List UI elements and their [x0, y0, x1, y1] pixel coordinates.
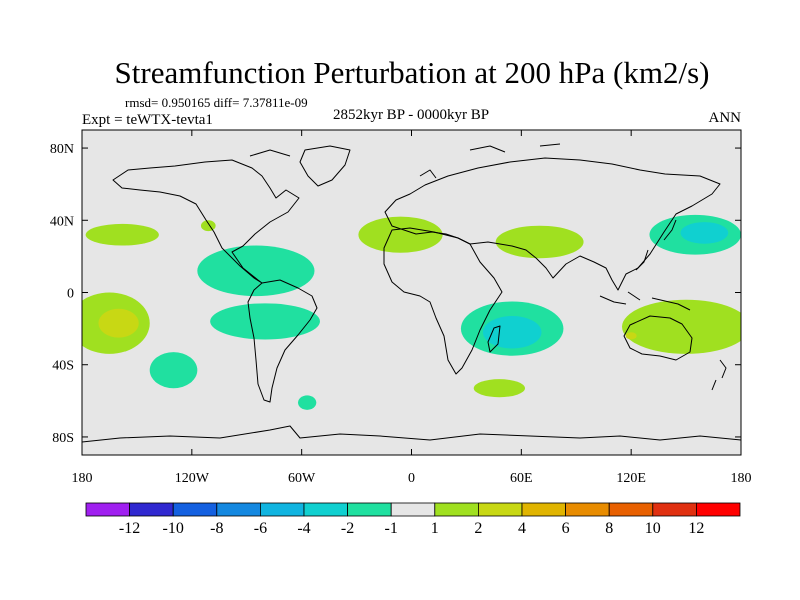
- stats-label: rmsd= 0.950165 diff= 7.37811e-09: [125, 95, 308, 110]
- anomaly-region-south-pacific-east: [149, 352, 198, 389]
- experiment-label: Expt = teWTX-tevta1: [82, 112, 213, 128]
- y-axis-ticks: 80N 40N 0 40S 80S: [50, 142, 741, 446]
- colorbar-label: -6: [254, 520, 267, 537]
- colorbar-swatch: [172, 502, 218, 517]
- colorbar-label: 8: [605, 520, 613, 537]
- colorbar-swatch: [216, 502, 261, 517]
- maritime-continent-coast: [599, 219, 691, 311]
- colorbar-label: -1: [385, 520, 398, 537]
- anomaly-region-south-america-band: [210, 303, 320, 340]
- x-tick-label: 60E: [510, 471, 533, 486]
- chart-title: Streamfunction Perturbation at 200 hPa (…: [115, 55, 710, 90]
- x-tick-label: 180: [72, 471, 93, 486]
- colorbar-label: -2: [341, 520, 354, 537]
- colorbar: -12 -10 -8 -6 -4 -2 -1 1 2 4 6 8 10 12: [85, 502, 741, 537]
- colorbar-label: 4: [518, 520, 526, 537]
- x-tick-label: 120W: [175, 471, 210, 486]
- colorbar-label: 6: [562, 520, 570, 537]
- anomaly-region-south-indian-core: [482, 315, 542, 349]
- anomaly-region-southern-ocean-indian: [473, 379, 525, 398]
- anomaly-region-north-atlantic-europe: [358, 216, 443, 253]
- africa-coast: [383, 227, 503, 375]
- anomaly-region-south-pacific-core: [98, 308, 139, 338]
- colorbar-swatch: [521, 502, 566, 517]
- period-label: 2852kyr BP - 0000kyr BP: [333, 107, 489, 123]
- colorbar-label: 12: [688, 520, 704, 537]
- colorbar-swatch: [608, 502, 654, 517]
- y-tick-label: 0: [67, 287, 74, 302]
- y-tick-label: 40S: [52, 359, 74, 374]
- eurasia-coast: [384, 157, 721, 291]
- y-tick-label: 40N: [50, 214, 74, 229]
- colorbar-label: -12: [119, 520, 140, 537]
- colorbar-label: 2: [474, 520, 482, 537]
- colorbar-label: -4: [297, 520, 310, 537]
- x-tick-label: 60W: [288, 471, 316, 486]
- anomaly-region-mexico-small: [200, 220, 216, 232]
- colorbar-swatch: [259, 502, 305, 517]
- anomaly-regions: [82, 214, 741, 410]
- y-tick-label: 80N: [50, 142, 74, 157]
- plot-background: [82, 130, 741, 455]
- anomaly-region-north-pacific-west-core: [680, 222, 729, 244]
- anomaly-region-central-america-arc: [197, 245, 315, 297]
- x-tick-label: 120E: [616, 471, 646, 486]
- colorbar-swatch: [652, 502, 697, 517]
- colorbar-swatch: [303, 502, 348, 517]
- colorbar-swatch: [347, 502, 392, 517]
- colorbar-swatch: [434, 502, 479, 517]
- colorbar-label: -8: [210, 520, 223, 537]
- south-america-coast: [247, 279, 318, 403]
- north-america-coast: [112, 159, 300, 284]
- x-tick-label: 180: [731, 471, 752, 486]
- colorbar-swatch: [85, 502, 130, 517]
- x-axis-ticks: 180 120W 60W 0 60E 120E 180: [72, 130, 752, 486]
- colorbar-label: 10: [645, 520, 661, 537]
- madagascar-coast: [487, 325, 501, 353]
- colorbar-label: -10: [163, 520, 184, 537]
- anomaly-region-south-atlantic-small: [298, 395, 317, 410]
- coastline-outlines: [82, 143, 741, 443]
- colorbar-swatch: [129, 502, 174, 517]
- colorbar-swatch: [696, 502, 741, 517]
- anomaly-region-australia-west-spot: [625, 332, 637, 340]
- antarctica-coast: [82, 425, 741, 443]
- new-zealand-coast: [711, 359, 727, 391]
- anomaly-region-north-pacific-east: [85, 223, 159, 246]
- y-tick-label: 80S: [52, 431, 74, 446]
- colorbar-swatch: [390, 502, 436, 517]
- x-tick-label: 0: [408, 471, 415, 486]
- australia-coast: [623, 315, 693, 361]
- anomaly-region-asia-central: [495, 225, 584, 259]
- colorbar-label: 1: [431, 520, 439, 537]
- greenland-coast: [299, 145, 351, 187]
- season-label: ANN: [709, 110, 742, 126]
- anomaly-region-australia-band: [622, 299, 741, 354]
- colorbar-swatch: [477, 502, 523, 517]
- arctic-islands-coast: [249, 143, 561, 179]
- colorbar-swatch: [565, 502, 610, 517]
